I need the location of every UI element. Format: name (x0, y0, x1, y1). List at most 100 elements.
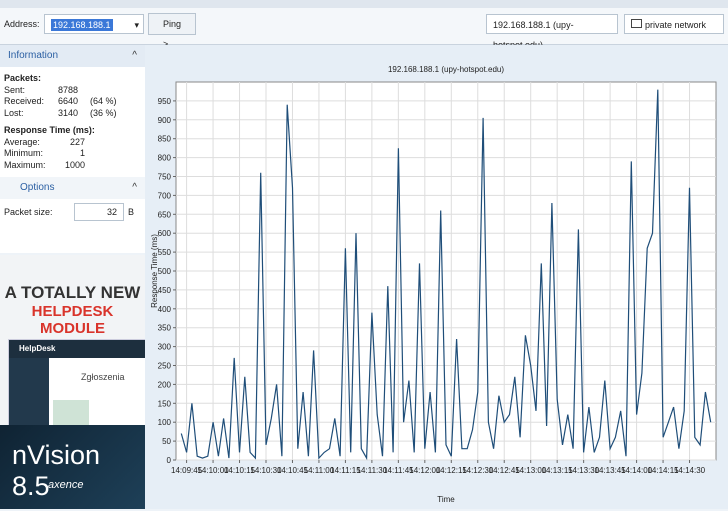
y-axis-label: Response Time (ms) (150, 234, 159, 308)
toolbar: Address: 192.168.188.1 ▾ Ping > 192.168.1… (0, 8, 728, 50)
ad-app-bar: HelpDesk (9, 340, 145, 358)
packet-percent: (64 %) (90, 96, 117, 106)
ad-footer (0, 425, 145, 509)
y-tick-label: 150 (158, 399, 172, 408)
packet-label: Received: (4, 96, 45, 106)
network-text: private network (645, 20, 707, 30)
packet-value: 8788 (58, 84, 79, 95)
y-tick-label: 600 (158, 229, 172, 238)
ad-brand: axence (48, 479, 84, 491)
packets-heading: Packets: (4, 73, 42, 83)
packet-size-unit: B (128, 207, 135, 217)
ad-line1: A TOTALLY NEW (4, 283, 141, 302)
address-label: Address: (4, 19, 40, 29)
x-axis-label: Time (437, 495, 455, 504)
y-tick-label: 300 (158, 343, 172, 352)
x-tick-label: 14:10:45 (277, 466, 309, 475)
y-tick-label: 250 (158, 362, 172, 371)
response-row: Minimum: 1 (0, 148, 145, 160)
packet-row: Lost: 3140 (36 %) (0, 108, 145, 120)
network-icon (631, 19, 642, 28)
y-tick-label: 550 (158, 248, 172, 257)
address-input[interactable]: 192.168.188.1 ▾ (44, 14, 144, 34)
chart: 192.168.188.1 (upy-hotspot.edu) Time Res… (150, 65, 717, 504)
x-tick-label: 14:14:00 (621, 466, 653, 475)
network-field: private network (624, 14, 724, 34)
advertisement[interactable]: A TOTALLY NEW HELPDESK MODULE HelpDesk Z… (0, 255, 145, 509)
y-tick-label: 900 (158, 116, 172, 125)
x-tick-label: 14:11:45 (383, 466, 414, 475)
x-tick-label: 14:09:45 (171, 466, 203, 475)
packet-size-input[interactable]: 32 (74, 203, 124, 221)
x-tick-label: 14:11:00 (304, 466, 335, 475)
response-label: Minimum: (4, 148, 44, 158)
response-value: 1000 (64, 159, 85, 170)
chart-area: 192.168.188.1 (upy-hotspot.edu) Time Res… (145, 45, 728, 509)
host-field: 192.168.188.1 (upy-hotspot.edu) (486, 14, 618, 50)
y-tick-label: 800 (158, 154, 172, 163)
x-tick-label: 14:12:15 (436, 466, 468, 475)
y-tick-label: 650 (158, 210, 172, 219)
response-row: Maximum: 1000 (0, 160, 145, 172)
y-tick-label: 50 (162, 437, 171, 446)
response-row: Average: 227 (0, 137, 145, 149)
x-tick-label: 14:11:15 (330, 466, 361, 475)
y-tick-label: 350 (158, 324, 172, 333)
x-tick-label: 14:13:15 (542, 466, 574, 475)
x-tick-label: 14:12:45 (489, 466, 521, 475)
response-value: 227 (69, 136, 85, 147)
packet-value: 6640 (58, 96, 79, 106)
y-tick-label: 450 (158, 286, 172, 295)
x-tick-label: 14:11:30 (357, 466, 388, 475)
packet-size-row: Packet size: 32 B (0, 199, 145, 225)
response-list: Average: 227 Minimum: 1 Maximum: 1000 (0, 137, 145, 172)
packet-row: Sent: 8788 (0, 85, 145, 97)
ping-button[interactable]: Ping > (148, 13, 196, 49)
y-tick-label: 400 (158, 305, 172, 314)
options-header[interactable]: Options ^ (0, 177, 145, 199)
packet-label: Lost: (4, 107, 24, 118)
packet-size-label: Packet size: (4, 207, 53, 217)
x-tick-label: 14:12:00 (409, 466, 441, 475)
response-heading: Response Time (ms): (4, 125, 95, 135)
info-panel: Information ^ Packets: Sent: 8788 Received:… (0, 45, 146, 253)
x-tick-label: 14:10:15 (224, 466, 256, 475)
response-value: 1 (79, 148, 85, 158)
x-tick-label: 14:13:30 (568, 466, 600, 475)
response-line (180, 89, 712, 461)
y-tick-label: 0 (167, 456, 172, 465)
x-tick-label: 14:13:00 (515, 466, 547, 475)
packet-value: 3140 (58, 107, 79, 118)
x-tick-label: 14:14:15 (647, 466, 679, 475)
info-title: Information (8, 50, 59, 61)
packets-list: Sent: 8788 Received: 6640 (64 %) Lost: 3140 (36… (0, 85, 145, 120)
ad-app: HelpDesk (19, 344, 56, 353)
y-tick-label: 850 (158, 135, 172, 144)
x-tick-label: 14:13:45 (595, 466, 627, 475)
packet-percent: (36 %) (90, 107, 117, 118)
x-tick-label: 14:10:00 (197, 466, 229, 475)
y-tick-label: 700 (158, 191, 172, 200)
info-header[interactable]: Information ^ (0, 45, 145, 67)
x-tick-label: 14:12:30 (462, 466, 494, 475)
y-tick-label: 750 (158, 173, 172, 182)
y-tick-label: 100 (158, 418, 172, 427)
options-title: Options (20, 182, 55, 193)
dropdown-arrow: ▾ (134, 20, 139, 30)
response-label: Maximum: (4, 159, 46, 170)
address-value: 192.168.188.1 (51, 19, 113, 31)
ad-tab: Zgłoszenia (81, 372, 125, 382)
x-tick-label: 14:10:30 (250, 466, 282, 475)
ad-line2: HELPDESK MODULE (31, 303, 114, 337)
y-tick-label: 950 (158, 97, 172, 106)
window-strip (0, 0, 728, 8)
y-tick-label: 200 (158, 380, 172, 389)
response-label: Average: (4, 136, 40, 147)
chart-title: 192.168.188.1 (upy-hotspot.edu) (388, 65, 504, 74)
ad-product: nVision 8.5 (12, 440, 101, 501)
packet-label: Sent: (4, 84, 26, 95)
packet-row: Received: 6640 (64 %) (0, 96, 145, 108)
x-tick-label: 14:14:30 (674, 466, 706, 475)
y-tick-label: 500 (158, 267, 172, 276)
